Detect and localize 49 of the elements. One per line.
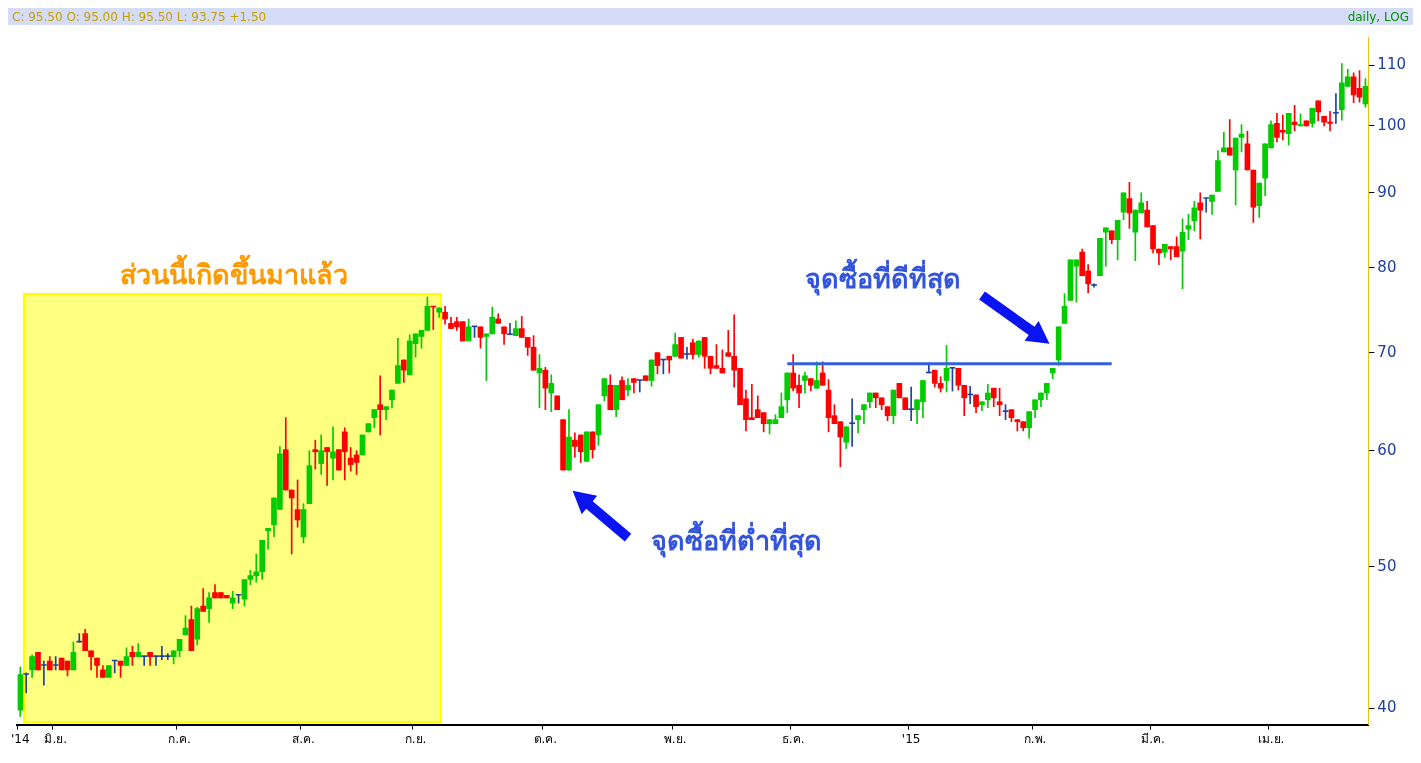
- x-tick-label: '14: [11, 731, 30, 746]
- x-tick-label: ก.ย.: [404, 731, 427, 746]
- candlestick: [200, 588, 207, 612]
- chart-subtitle: C: 95.50 O: 95.00 H: 95.50 L: 93.75 +1.50: [12, 9, 267, 24]
- x-tick-label: มิ.ย.: [44, 731, 68, 746]
- y-tick-label: 60: [1377, 440, 1397, 459]
- x-tick-label: ก.ค.: [168, 731, 191, 746]
- x-tick-label: มี.ค.: [1141, 731, 1165, 746]
- x-tick-label: ต.ค.: [533, 731, 558, 746]
- candlestick: [52, 656, 59, 671]
- candlestick: [666, 355, 673, 374]
- candlestick: [377, 375, 383, 436]
- candlestick: [288, 489, 295, 555]
- candlestick: [507, 323, 513, 336]
- candlestick: [849, 398, 855, 447]
- x-tick-label: ธ.ค.: [781, 731, 805, 746]
- candlestick: [908, 386, 914, 421]
- candlestick: [636, 379, 643, 393]
- candlestick: [23, 672, 30, 694]
- y-tick-label: 110: [1377, 55, 1407, 74]
- x-tick-label: '15: [901, 731, 921, 746]
- y-tick-label: 80: [1377, 257, 1397, 276]
- candlestick: [1197, 192, 1204, 240]
- candlestick: [141, 655, 148, 666]
- annotation: ส่วนนี้เกิดขึ้นมาแล้ว: [119, 253, 348, 292]
- x-tick-label: เม.ย.: [1257, 731, 1285, 746]
- candlestick: [1103, 227, 1109, 267]
- y-tick-label: 100: [1377, 115, 1407, 134]
- y-tick-label: 70: [1377, 342, 1397, 361]
- x-tick-label: พ.ย.: [663, 731, 687, 746]
- candlestick: [312, 439, 319, 470]
- candlestick: [1203, 197, 1209, 213]
- annotation: จุดซื้อที่ดีที่สุด: [805, 257, 962, 298]
- candlestick: [1333, 93, 1339, 124]
- candlestick: [41, 660, 47, 686]
- candlestick: [684, 346, 690, 360]
- y-tick-label: 90: [1377, 182, 1397, 201]
- candlestick: [1327, 111, 1333, 132]
- x-tick-label: ส.ค.: [292, 731, 315, 746]
- candlestick: [324, 447, 330, 486]
- annotation: จุดซื้อที่ต่ำที่สุด: [650, 519, 822, 560]
- candlestick: [330, 426, 336, 481]
- candlestick: [1221, 131, 1227, 153]
- y-tick-label: 40: [1377, 698, 1397, 717]
- candlestick: [1226, 119, 1233, 156]
- candlestick: [265, 528, 271, 550]
- y-tick-label: 50: [1377, 556, 1397, 575]
- text: daily, LOG: [1347, 9, 1409, 24]
- x-tick-label: ก.พ.: [1023, 731, 1047, 746]
